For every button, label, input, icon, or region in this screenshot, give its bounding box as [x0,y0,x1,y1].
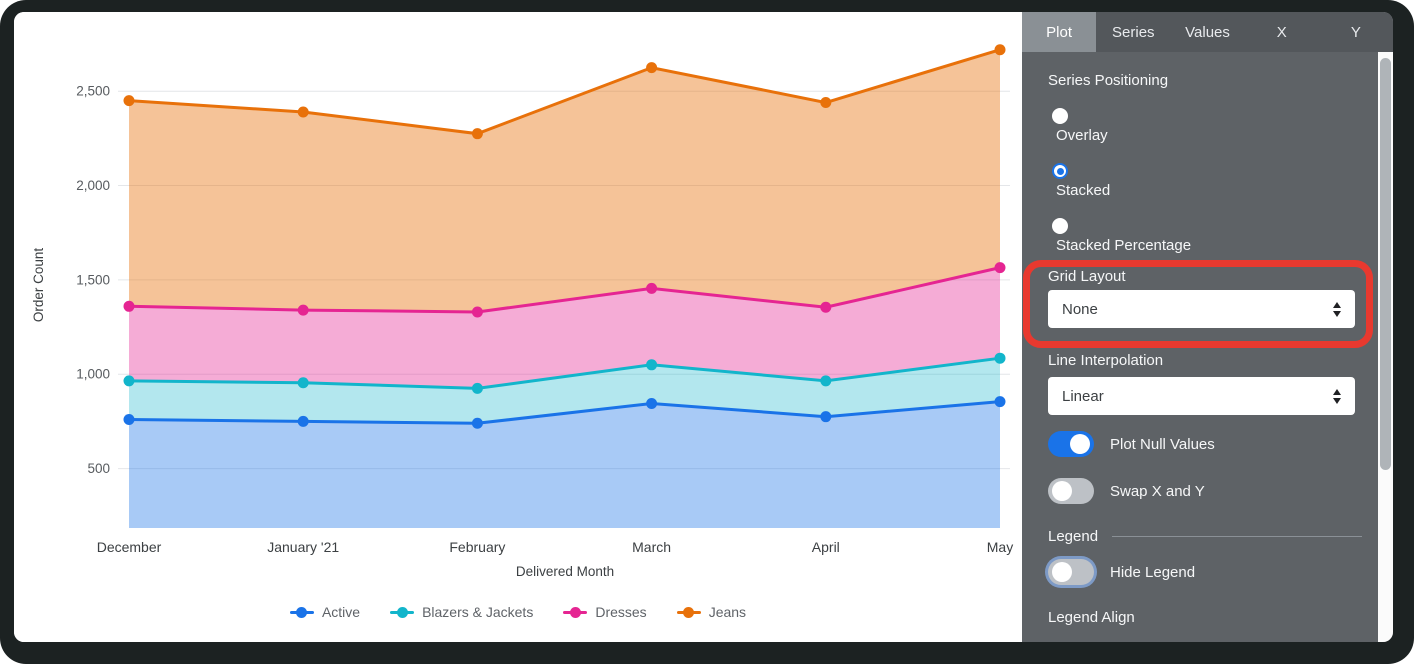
svg-text:April: April [812,539,840,555]
legend-item-label: Jeans [708,604,747,620]
svg-text:1,500: 1,500 [76,272,110,287]
svg-text:Delivered Month: Delivered Month [516,564,614,579]
legend-series-marker-icon [676,606,701,618]
tab-plot[interactable]: Plot [1022,12,1097,52]
tab-x[interactable]: X [1276,23,1287,41]
svg-text:Order Count: Order Count [31,248,46,323]
swap-x-y-toggle[interactable] [1048,478,1094,504]
tab-y[interactable]: Y [1350,23,1361,41]
legend-item-label: Blazers & Jackets [422,604,534,620]
panel-tab-bar: Plot Series Values X Y [1022,12,1393,52]
svg-text:February: February [449,539,505,555]
radio-option-label: Stacked Percentage [1056,237,1192,254]
legend-item-jeans[interactable]: Jeans [676,604,747,620]
plot-null-values-label: Plot Null Values [1110,435,1215,453]
chart-area: 500 1,000 1,500 2,000 2,500 December January '… [14,12,1022,642]
radio-option-stacked[interactable]: Stacked [1022,163,1378,199]
legend-series-marker-icon [289,606,314,618]
radio-unselected-icon[interactable] [1052,218,1068,234]
plot-null-values-toggle[interactable] [1048,431,1094,457]
legend-item-label: Active [321,604,361,620]
svg-text:1,000: 1,000 [76,367,110,382]
legend-item-blazers-jackets[interactable]: Blazers & Jackets [390,604,533,620]
radio-option-overlay[interactable]: Overlay [1022,108,1378,144]
hide-legend-label: Hide Legend [1110,563,1196,581]
grid-layout-label: Grid Layout [1048,268,1126,285]
window-content: 500 1,000 1,500 2,000 2,500 December January '… [14,12,1393,642]
radio-option-label: Overlay [1056,127,1108,144]
plot-null-values-row: Plot Null Values [1048,431,1378,457]
tab-series[interactable]: Series [1112,23,1155,41]
grid-layout-value: None [1062,300,1098,318]
svg-text:March: March [632,539,671,555]
legend-item-dresses[interactable]: Dresses [563,604,647,620]
plot-tab-content: Series Positioning Overlay Stacked Stacked… [1022,52,1378,642]
svg-text:2,000: 2,000 [76,178,110,193]
updown-arrows-icon [1333,388,1341,404]
settings-panel: Plot Series Values X Y Series Positioning Ov… [1022,12,1393,642]
svg-text:2,500: 2,500 [76,84,110,99]
series-positioning-label: Series Positioning [1048,72,1169,89]
legend-align-label: Legend Align [1048,609,1135,626]
svg-text:May: May [987,539,1013,555]
panel-scrollbar-thumb[interactable] [1380,58,1391,470]
legend-series-marker-icon [563,606,588,618]
updown-arrows-icon [1333,301,1341,317]
hide-legend-toggle[interactable] [1048,559,1094,585]
line-interpolation-select[interactable]: Linear [1048,377,1355,415]
swap-x-y-label: Swap X and Y [1110,482,1205,500]
radio-selected-icon[interactable] [1052,163,1068,179]
tab-values[interactable]: Values [1185,23,1230,41]
grid-layout-select[interactable]: None [1048,290,1355,328]
radio-unselected-icon[interactable] [1052,108,1068,124]
legend-item-active[interactable]: Active [289,604,361,620]
panel-scrollbar-track[interactable] [1378,52,1393,642]
legend-section-header: Legend [1048,528,1362,545]
series-positioning-radio-group: Overlay Stacked Stacked Percentage [1022,108,1378,254]
chart-legend: Active Blazers & Jackets Dresses Jeans [14,604,1022,620]
radio-option-label: Stacked [1056,182,1111,199]
svg-text:500: 500 [87,461,110,476]
legend-series-marker-icon [390,606,415,618]
stacked-area-chart: 500 1,000 1,500 2,000 2,500 December January '… [31,44,1013,579]
section-divider [1112,536,1362,537]
legend-section-label: Legend [1048,528,1099,545]
line-interpolation-label: Line Interpolation [1048,352,1164,369]
svg-text:January '21: January '21 [267,539,339,555]
legend-item-label: Dresses [595,604,647,620]
swap-x-y-row: Swap X and Y [1048,478,1378,504]
line-interpolation-value: Linear [1062,387,1104,405]
svg-text:December: December [97,539,162,555]
hide-legend-row: Hide Legend [1048,559,1378,585]
radio-option-stacked-percentage[interactable]: Stacked Percentage [1022,218,1378,254]
